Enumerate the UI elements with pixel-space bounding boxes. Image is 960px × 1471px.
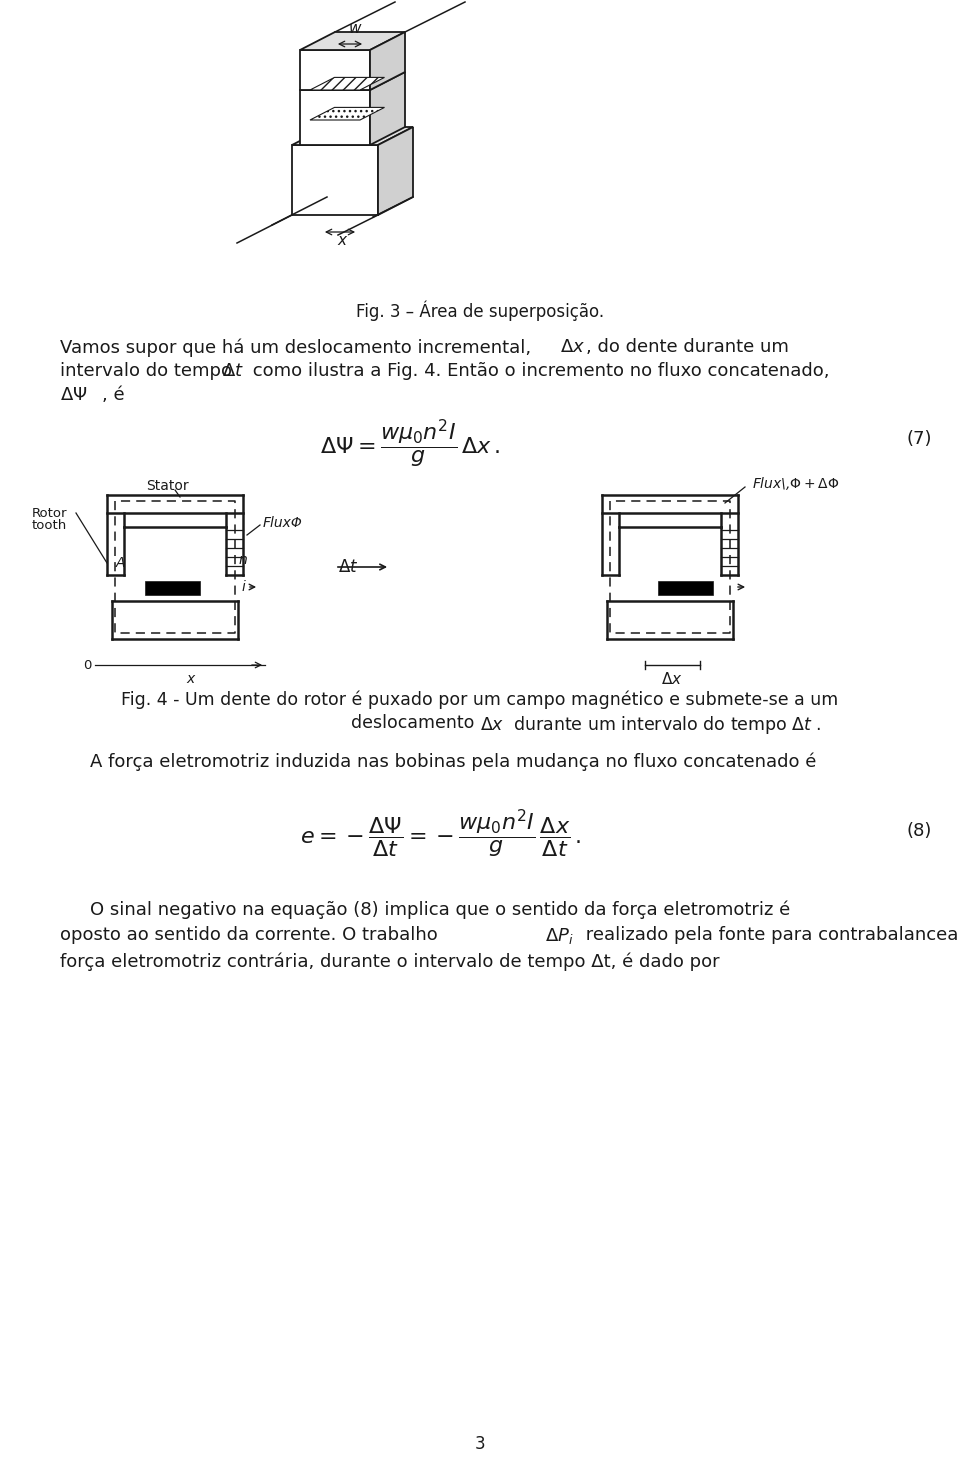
- Text: w: w: [348, 21, 361, 35]
- Polygon shape: [300, 90, 370, 146]
- Text: $\Delta t$: $\Delta t$: [222, 362, 244, 380]
- Text: tooth: tooth: [32, 519, 67, 533]
- Text: x: x: [186, 672, 194, 685]
- Text: FluxΦ: FluxΦ: [263, 516, 302, 530]
- Text: oposto ao sentido da corrente. O trabalho: oposto ao sentido da corrente. O trabalh…: [60, 927, 444, 944]
- Polygon shape: [300, 50, 370, 90]
- Text: $\Delta x$  durante um intervalo do tempo $\Delta t$ .: $\Delta x$ durante um intervalo do tempo…: [480, 713, 822, 736]
- Text: Stator: Stator: [146, 480, 188, 493]
- Text: $\Delta\Psi$: $\Delta\Psi$: [60, 385, 87, 405]
- Bar: [658, 581, 713, 594]
- Text: realizado pela fonte para contrabalancear a: realizado pela fonte para contrabalancea…: [580, 927, 960, 944]
- Text: $e = -\dfrac{\Delta\Psi}{\Delta t} = -\dfrac{w\mu_0 n^2 I}{g}\,\dfrac{\Delta x}{: $e = -\dfrac{\Delta\Psi}{\Delta t} = -\d…: [300, 808, 581, 861]
- Text: 0: 0: [83, 659, 91, 671]
- Text: i: i: [241, 580, 245, 594]
- Polygon shape: [370, 32, 405, 90]
- Text: O sinal negativo na equação (8) implica que o sentido da força eletromotriz é: O sinal negativo na equação (8) implica …: [90, 900, 790, 918]
- Text: Rotor: Rotor: [32, 507, 67, 521]
- Polygon shape: [300, 72, 405, 90]
- Polygon shape: [370, 72, 405, 146]
- Text: Flux\,$\Phi+\Delta\Phi$: Flux\,$\Phi+\Delta\Phi$: [752, 475, 839, 491]
- Bar: [145, 581, 200, 594]
- Text: , do dente durante um: , do dente durante um: [586, 338, 789, 356]
- Text: A: A: [115, 556, 125, 569]
- Text: força eletromotriz contrária, durante o intervalo de tempo Δt, é dado por: força eletromotriz contrária, durante o …: [60, 952, 720, 971]
- Polygon shape: [292, 146, 378, 215]
- Polygon shape: [310, 78, 385, 90]
- Text: $\Delta x$: $\Delta x$: [661, 671, 683, 687]
- Text: $\Delta t$: $\Delta t$: [338, 558, 358, 577]
- Text: $\Delta x$: $\Delta x$: [560, 338, 585, 356]
- Polygon shape: [310, 107, 385, 121]
- Polygon shape: [300, 32, 405, 50]
- Text: como ilustra a Fig. 4. Então o incremento no fluxo concatenado,: como ilustra a Fig. 4. Então o increment…: [247, 362, 829, 380]
- Polygon shape: [378, 127, 413, 215]
- Text: intervalo do tempo: intervalo do tempo: [60, 362, 238, 380]
- Text: 3: 3: [474, 1436, 486, 1453]
- Polygon shape: [292, 127, 413, 146]
- Text: Vamos supor que há um deslocamento incremental,: Vamos supor que há um deslocamento incre…: [60, 338, 537, 356]
- Text: deslocamento: deslocamento: [351, 713, 480, 733]
- Text: Fig. 3 – Área de superposição.: Fig. 3 – Área de superposição.: [356, 300, 604, 321]
- Text: x: x: [338, 232, 347, 247]
- Text: (8): (8): [906, 822, 931, 840]
- Text: (7): (7): [906, 430, 931, 449]
- Text: Fig. 4 - Um dente do rotor é puxado por um campo magnético e submete-se a um: Fig. 4 - Um dente do rotor é puxado por …: [121, 690, 839, 709]
- Text: A força eletromotriz induzida nas bobinas pela mudança no fluxo concatenado é: A força eletromotriz induzida nas bobina…: [90, 752, 816, 771]
- Text: $\Delta\Psi = \dfrac{w\mu_0 n^2 I}{g}\,\Delta x\,.$: $\Delta\Psi = \dfrac{w\mu_0 n^2 I}{g}\,\…: [320, 418, 500, 471]
- Text: , é: , é: [102, 385, 125, 405]
- Text: $\Delta P_i$: $\Delta P_i$: [545, 927, 574, 946]
- Text: n: n: [239, 553, 248, 566]
